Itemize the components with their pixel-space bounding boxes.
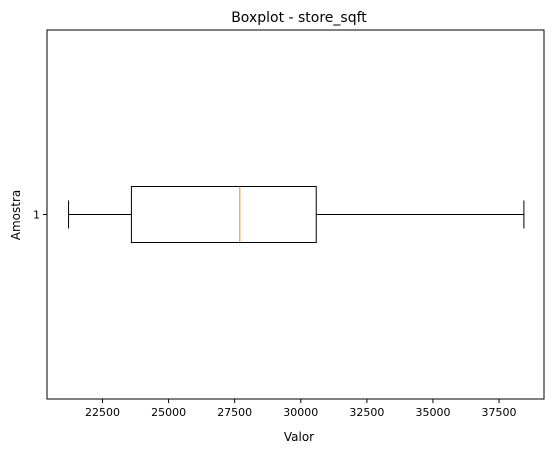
y-axis-label: Amostra [9,190,23,240]
y-tick-label: 1 [33,209,40,222]
x-tick-label: 27500 [217,406,252,419]
x-tick-label: 30000 [283,406,318,419]
x-tick-label: 37500 [482,406,517,419]
x-axis-label: Valor [284,430,314,444]
x-tick-label: 32500 [349,406,384,419]
x-tick-label: 22500 [85,406,120,419]
iqr-box [130,186,317,243]
chart-title: Boxplot - store_sqft [231,10,367,26]
y-axis-ticks: 1 [33,209,47,222]
box-layer [68,186,525,243]
x-tick-label: 25000 [151,406,186,419]
x-axis-ticks: 22500 25000 27500 30000 32500 35000 37500 [85,399,517,419]
x-tick-label: 35000 [415,406,450,419]
